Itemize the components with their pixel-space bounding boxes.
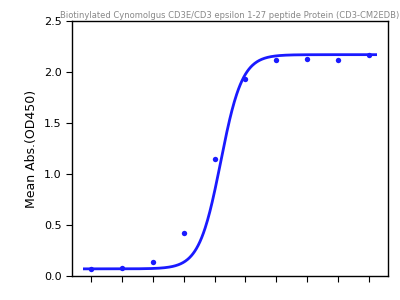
- Point: [273, 57, 280, 62]
- Y-axis label: Mean Abs.(OD450): Mean Abs.(OD450): [25, 89, 38, 208]
- Point: [242, 77, 249, 82]
- Title: Biotinylated Cynomolgus CD3E/CD3 epsilon 1-27 peptide Protein (CD3-CM2EDB): Biotinylated Cynomolgus CD3E/CD3 epsilon…: [60, 11, 400, 20]
- Point: [366, 52, 373, 57]
- Point: [211, 156, 218, 161]
- Point: [180, 231, 187, 236]
- Point: [87, 266, 94, 271]
- Point: [149, 259, 156, 264]
- Point: [304, 56, 311, 61]
- Point: [335, 57, 342, 62]
- Point: [118, 266, 125, 270]
